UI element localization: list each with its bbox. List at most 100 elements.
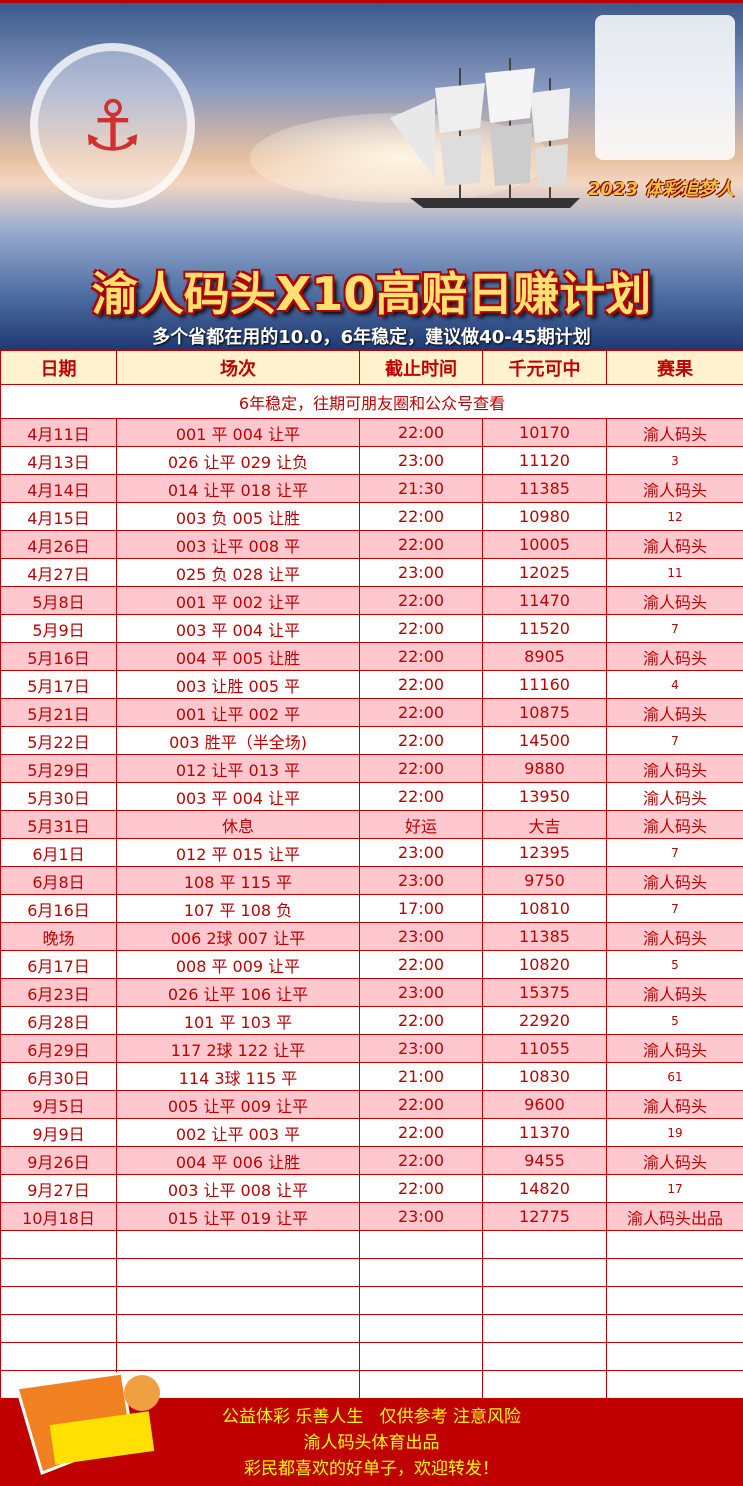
- cell-deadline: 21:00: [359, 1062, 483, 1091]
- cell-payout: 11055: [482, 1034, 607, 1063]
- cell-payout: 12025: [482, 558, 607, 587]
- cell-deadline: 22:00: [359, 670, 483, 699]
- cell-result: 渝人码头: [606, 866, 743, 895]
- table-row: 晚场 006 2球 007 让平 23:00 11385 渝人码头: [0, 922, 743, 951]
- banner-subtitle: 多个省都在用的10.0，6年稳定，建议做40-45期计划: [152, 327, 591, 348]
- table-row: 6月8日 108 平 115 平 23:00 9750 渝人码头: [0, 866, 743, 895]
- empty-cell: [606, 1370, 743, 1399]
- table-row: 5月9日 003 平 004 让平 22:00 11520 7: [0, 614, 743, 643]
- cell-match: 003 让胜 005 平: [116, 670, 360, 699]
- cell-deadline: 23:00: [359, 866, 483, 895]
- cell-date: 6月28日: [0, 1006, 117, 1035]
- cell-date: 9月27日: [0, 1174, 117, 1203]
- empty-cell: [359, 1286, 483, 1315]
- table-row: 9月27日 003 让平 008 让平 22:00 14820 17: [0, 1174, 743, 1203]
- anchor-logo: ⚓: [30, 43, 195, 208]
- cell-result: 7: [606, 838, 743, 867]
- cell-deadline: 23:00: [359, 558, 483, 587]
- cell-match: 003 让平 008 让平: [116, 1174, 360, 1203]
- cell-payout: 大吉: [482, 810, 607, 839]
- cell-date: 9月5日: [0, 1090, 117, 1119]
- cell-date: 6月17日: [0, 950, 117, 979]
- cell-result: 4: [606, 670, 743, 699]
- empty-cell: [0, 1342, 117, 1371]
- cell-payout: 10005: [482, 530, 607, 559]
- cell-deadline: 23:00: [359, 1034, 483, 1063]
- cell-date: 6月16日: [0, 894, 117, 923]
- empty-cell: [482, 1342, 607, 1371]
- cell-match: 001 平 004 让平: [116, 418, 360, 447]
- empty-cell: [482, 1286, 607, 1315]
- cell-result: 5: [606, 950, 743, 979]
- jingcai-bangbangtuan-logo: [15, 1371, 160, 1475]
- cell-match: 012 让平 013 平: [116, 754, 360, 783]
- empty-cell: [116, 1314, 360, 1343]
- empty-row: [0, 1314, 743, 1343]
- table-row: 4月13日 026 让平 029 让负 23:00 11120 3: [0, 446, 743, 475]
- table-row: 4月26日 003 让平 008 平 22:00 10005 渝人码头: [0, 530, 743, 559]
- cell-match: 001 平 002 让平: [116, 586, 360, 615]
- cell-payout: 14500: [482, 726, 607, 755]
- footer-line-1: 公益体彩 乐善人生 仅供参考 注意风险: [221, 1407, 522, 1427]
- cell-result: 7: [606, 614, 743, 643]
- cell-match: 003 平 004 让平: [116, 782, 360, 811]
- cell-payout: 10875: [482, 698, 607, 727]
- table-row: 4月27日 025 负 028 让平 23:00 12025 11: [0, 558, 743, 587]
- footer: 公益体彩 乐善人生 仅供参考 注意风险 渝人码头体育出品 彩民都喜欢的好单子，欢…: [0, 1371, 743, 1486]
- cell-date: 5月21日: [0, 698, 117, 727]
- table-row: 5月31日 休息 好运 大吉 渝人码头: [0, 810, 743, 839]
- cell-deadline: 22:00: [359, 642, 483, 671]
- cell-match: 休息: [116, 810, 360, 839]
- cell-result: 渝人码头: [606, 1146, 743, 1175]
- banner: ⚓ 2023 体彩追梦人 渝人码头X10高赔日赚计划 多个省都在用的10.0，6…: [0, 0, 743, 350]
- empty-cell: [0, 1230, 117, 1259]
- plan-table: 日期 场次 截止时间 千元可中 赛果 6年稳定，往期可朋友圈和公众号查看 4月1…: [0, 350, 743, 1399]
- table-row: 4月11日 001 平 004 让平 22:00 10170 渝人码头: [0, 418, 743, 447]
- cell-payout: 22920: [482, 1006, 607, 1035]
- cell-date: 6月23日: [0, 978, 117, 1007]
- table-row: 5月22日 003 胜平（半全场) 22:00 14500 7: [0, 726, 743, 755]
- table-row: 5月21日 001 让平 002 平 22:00 10875 渝人码头: [0, 698, 743, 727]
- cell-match: 107 平 108 负: [116, 894, 360, 923]
- empty-cell: [359, 1370, 483, 1399]
- empty-cell: [359, 1342, 483, 1371]
- cell-deadline: 22:00: [359, 1006, 483, 1035]
- empty-cell: [482, 1370, 607, 1399]
- cell-payout: 9600: [482, 1090, 607, 1119]
- cell-deadline: 好运: [359, 810, 483, 839]
- empty-cell: [116, 1342, 360, 1371]
- cell-result: 渝人码头: [606, 1034, 743, 1063]
- cell-deadline: 22:00: [359, 726, 483, 755]
- cell-match: 114 3球 115 平: [116, 1062, 360, 1091]
- cell-match: 026 让平 106 让平: [116, 978, 360, 1007]
- cell-date: 6月8日: [0, 866, 117, 895]
- cell-result: 渝人码头: [606, 698, 743, 727]
- empty-cell: [359, 1314, 483, 1343]
- cell-date: 10月18日: [0, 1202, 117, 1231]
- cell-date: 晚场: [0, 922, 117, 951]
- cell-payout: 9455: [482, 1146, 607, 1175]
- cell-match: 026 让平 029 让负: [116, 446, 360, 475]
- cell-match: 005 让平 009 让平: [116, 1090, 360, 1119]
- cell-result: 渝人码头: [606, 782, 743, 811]
- table-row: 6月1日 012 平 015 让平 23:00 12395 7: [0, 838, 743, 867]
- table-row: 6月29日 117 2球 122 让平 23:00 11055 渝人码头: [0, 1034, 743, 1063]
- cell-date: 9月9日: [0, 1118, 117, 1147]
- cell-result: 11: [606, 558, 743, 587]
- footer-line-2: 渝人码头体育出品: [303, 1433, 440, 1453]
- table-row: 6月30日 114 3球 115 平 21:00 10830 61: [0, 1062, 743, 1091]
- cell-payout: 8905: [482, 642, 607, 671]
- empty-row: [0, 1258, 743, 1287]
- cell-result: 渝人码头出品: [606, 1202, 743, 1231]
- empty-cell: [482, 1230, 607, 1259]
- header-result: 赛果: [606, 350, 743, 385]
- cell-payout: 9880: [482, 754, 607, 783]
- header-date: 日期: [0, 350, 117, 385]
- table-row: 5月8日 001 平 002 让平 22:00 11470 渝人码头: [0, 586, 743, 615]
- empty-cell: [359, 1258, 483, 1287]
- cell-deadline: 22:00: [359, 1090, 483, 1119]
- table-row: 9月9日 002 让平 003 平 22:00 11370 19: [0, 1118, 743, 1147]
- cell-deadline: 22:00: [359, 530, 483, 559]
- cell-result: 渝人码头: [606, 642, 743, 671]
- cell-match: 117 2球 122 让平: [116, 1034, 360, 1063]
